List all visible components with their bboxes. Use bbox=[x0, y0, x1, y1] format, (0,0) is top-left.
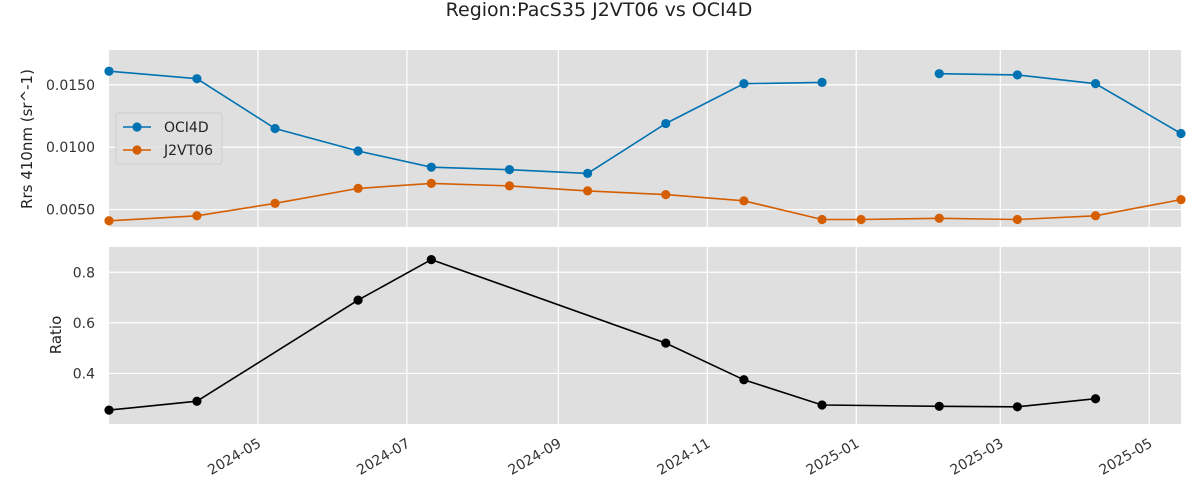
legend: OCI4D J2VT06 bbox=[115, 112, 223, 165]
data-point bbox=[504, 165, 515, 175]
series-line bbox=[108, 70, 823, 175]
data-point bbox=[353, 295, 363, 305]
bottom-panel: 0.4 0.6 0.8 2024-05 2024-07 2024-09 2024-11 202… bbox=[73, 247, 1181, 479]
data-point bbox=[426, 178, 436, 188]
data-point bbox=[270, 198, 280, 208]
data-point bbox=[1090, 211, 1101, 221]
top-panel: 0.0050 0.0100 0.0150 bbox=[46, 50, 1186, 227]
data-point bbox=[739, 196, 749, 206]
data-point bbox=[817, 214, 827, 225]
top-ylabel: Rrs 410nm (sr^-1) bbox=[18, 69, 36, 209]
y-tick-label: 0.8 bbox=[73, 265, 95, 281]
plot-area bbox=[109, 50, 1181, 227]
data-point bbox=[1012, 214, 1022, 225]
data-point bbox=[504, 181, 515, 191]
data-point bbox=[934, 69, 944, 79]
data-point bbox=[1090, 79, 1101, 89]
x-tick-label: 2025-05 bbox=[1097, 436, 1156, 479]
x-tick-label: 2024-09 bbox=[506, 436, 565, 479]
legend-label: J2VT06 bbox=[163, 143, 213, 159]
y-tick-label: 0.6 bbox=[73, 316, 95, 332]
data-point bbox=[661, 118, 671, 129]
data-point bbox=[104, 216, 114, 226]
y-tick-label: 0.0050 bbox=[46, 203, 95, 219]
data-point bbox=[1012, 402, 1022, 412]
data-point bbox=[934, 213, 944, 223]
y-tick-label: 0.0100 bbox=[46, 140, 95, 156]
chart-title: Region:PacS35 J2VT06 vs OCI4D bbox=[446, 0, 753, 21]
data-point bbox=[1176, 128, 1186, 139]
data-point bbox=[1012, 70, 1022, 80]
data-point bbox=[934, 401, 944, 411]
data-point bbox=[817, 400, 827, 410]
data-point bbox=[353, 146, 363, 156]
data-point bbox=[104, 405, 114, 415]
data-point bbox=[661, 338, 671, 348]
data-point bbox=[1176, 194, 1186, 205]
data-point bbox=[583, 186, 593, 196]
x-tick-label: 2024-07 bbox=[354, 436, 413, 479]
y-tick-label: 0.4 bbox=[73, 366, 95, 382]
series-line bbox=[939, 72, 1182, 135]
data-point bbox=[739, 79, 749, 89]
data-point bbox=[426, 255, 436, 265]
data-point bbox=[426, 162, 436, 172]
x-tick-label: 2024-11 bbox=[655, 436, 714, 479]
legend-label: OCI4D bbox=[164, 120, 209, 136]
x-tick-label: 2025-03 bbox=[948, 436, 1007, 479]
data-point bbox=[192, 396, 202, 406]
data-point bbox=[192, 74, 202, 84]
data-point bbox=[856, 214, 866, 225]
data-point bbox=[1090, 394, 1101, 404]
data-point bbox=[270, 123, 280, 134]
data-point bbox=[661, 189, 671, 200]
series-line bbox=[108, 258, 1096, 411]
data-point bbox=[353, 183, 363, 193]
x-tick-label: 2024-05 bbox=[205, 436, 264, 479]
data-point bbox=[583, 168, 593, 179]
data-point bbox=[817, 77, 827, 88]
bottom-ylabel: Ratio bbox=[47, 316, 65, 355]
legend-marker bbox=[132, 145, 142, 155]
legend-marker bbox=[132, 122, 142, 132]
y-tick-label: 0.0150 bbox=[46, 78, 95, 94]
data-point bbox=[104, 66, 114, 76]
data-point bbox=[192, 211, 202, 221]
x-tick-label: 2025-01 bbox=[804, 436, 863, 479]
data-point bbox=[739, 375, 749, 385]
legend-box bbox=[115, 112, 223, 165]
